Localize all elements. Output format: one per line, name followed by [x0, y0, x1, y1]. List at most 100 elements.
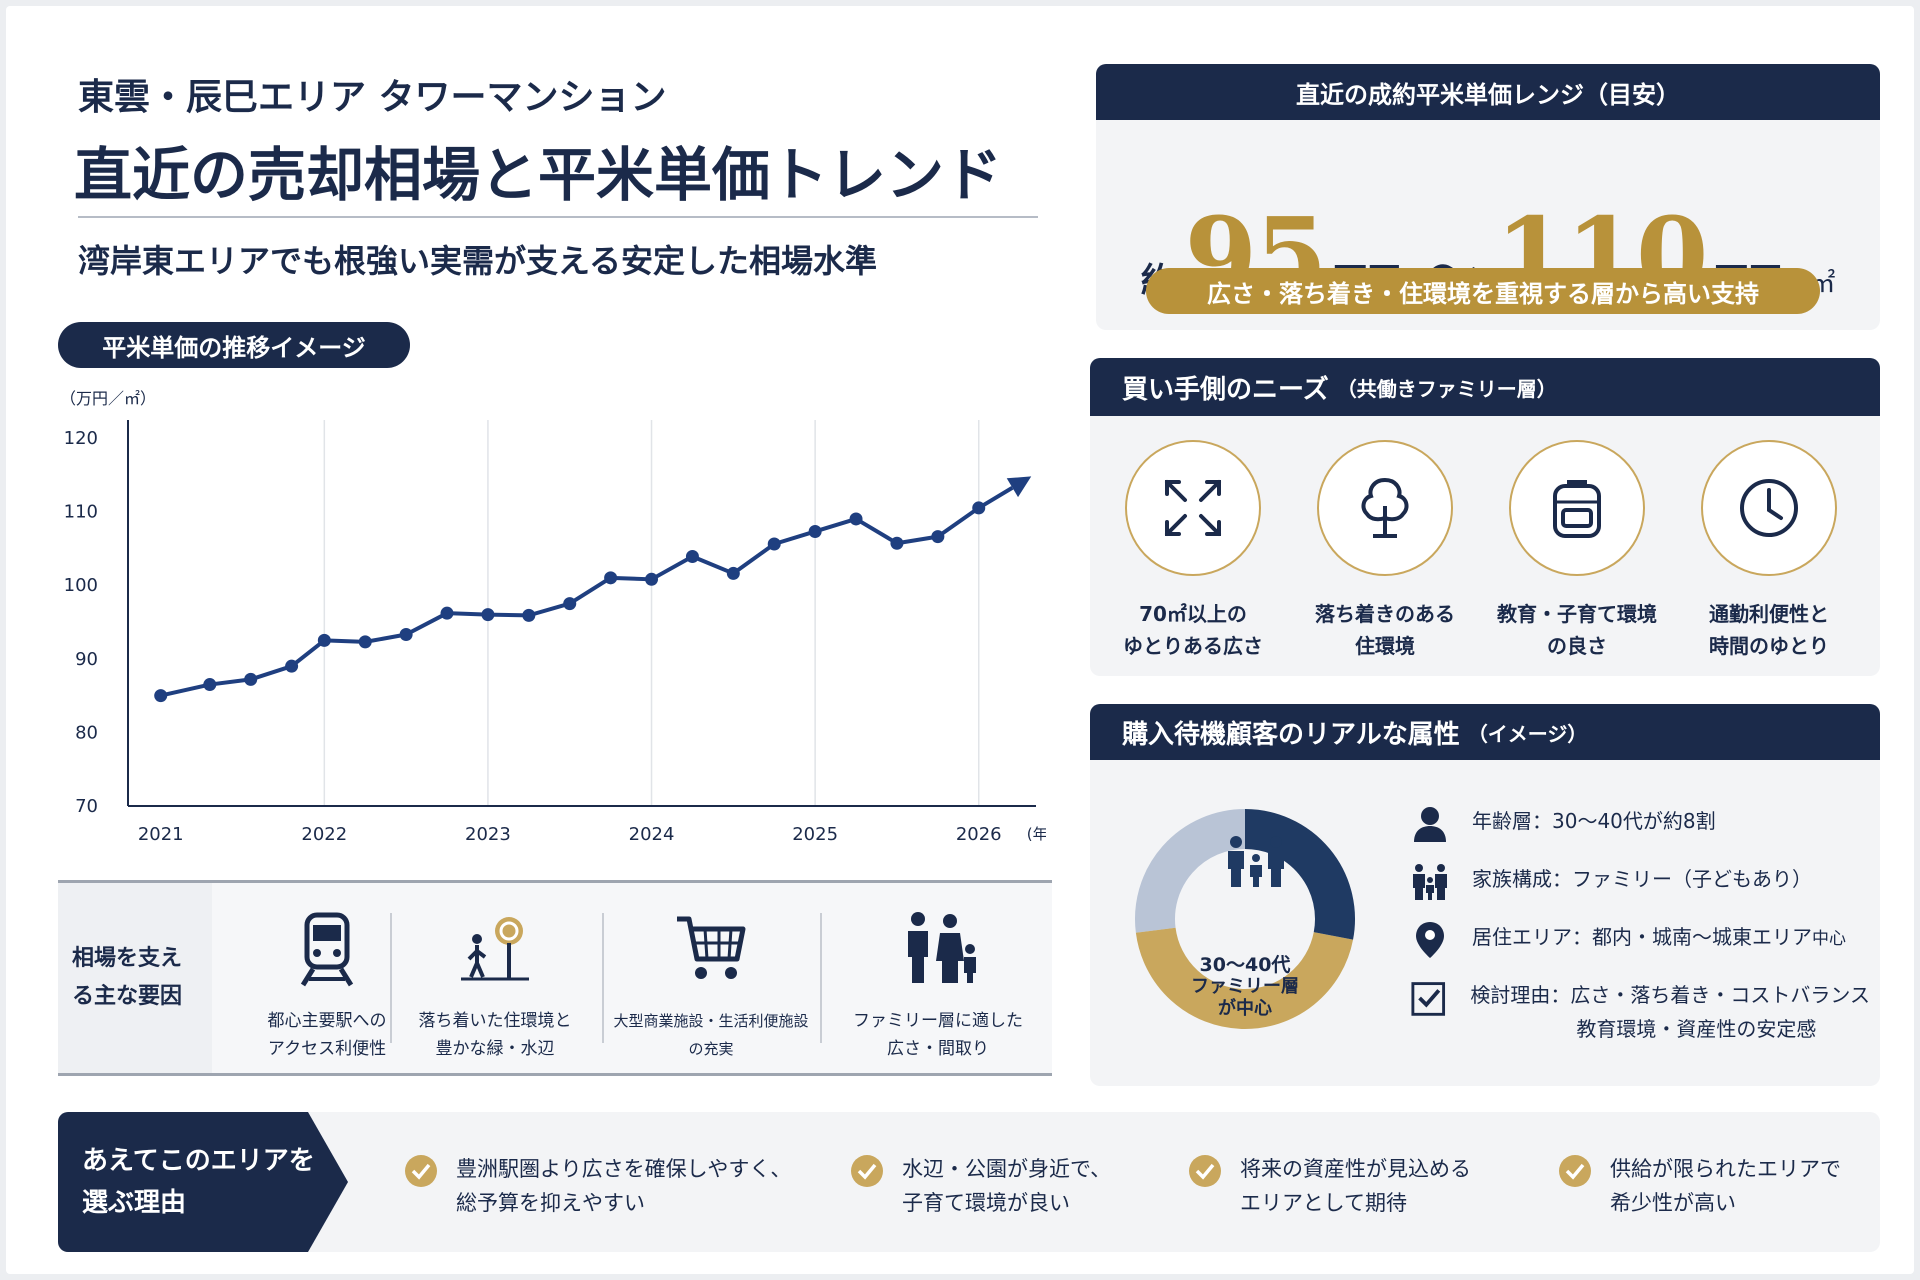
factor-label-line2: 豊かな緑・水辺 [435, 1039, 555, 1059]
needs-header-text: 買い手側のニーズ [1122, 374, 1329, 405]
reason-line2: 総予算を抑えやすい [456, 1191, 645, 1215]
y-tick-label: 90 [75, 649, 98, 670]
factor-label: ファミリー層に適した 広さ・間取り [853, 1007, 1023, 1063]
attribute-text: 居住エリア：都内・城南〜城東エリア中心 [1472, 920, 1846, 956]
y-tick-label: 100 [64, 575, 98, 596]
factor-environment: 落ち着いた住環境と 豊かな緑・水辺 [410, 883, 580, 1073]
attribute-text: 家族構成：ファミリー（子どもあり） [1472, 867, 1812, 891]
needs-header-small: （共働きファミリー層） [1336, 376, 1557, 401]
attribute-text-small: 中心 [1812, 929, 1846, 949]
factor-label-line1: 都心主要駅への [267, 1011, 387, 1031]
factor-label-line1: 大型商業施設・生活利便施設 [613, 1012, 809, 1030]
reasons-arrow-shape [58, 1112, 348, 1252]
data-point [972, 501, 986, 515]
reasons-title-text: あえてこのエリアを 選ぶ理由 [82, 1140, 315, 1224]
need-label: 落ち着きのある 住環境 [1315, 598, 1455, 662]
need-commute: 通勤利便性と 時間のゆとり [1674, 440, 1864, 662]
donut-segment [1135, 927, 1354, 1029]
needs-card-header: 買い手側のニーズ （共働きファミリー層） [1090, 358, 1880, 416]
reason-text: 将来の資産性が見込める エリアとして期待 [1240, 1152, 1471, 1220]
need-label-line1: 通勤利便性と [1709, 602, 1829, 626]
data-point [154, 689, 168, 703]
need-label-line2: の良さ [1547, 634, 1607, 658]
attribute-text-line2: 教育環境・資産性の安定感 [1576, 1017, 1817, 1041]
x-tick-label: 2021 [138, 824, 184, 845]
data-point [440, 606, 454, 620]
person-icon [1414, 807, 1446, 842]
title-divider [78, 216, 1038, 218]
need-education: 教育・子育て環境 の良さ [1482, 440, 1672, 662]
data-point [767, 537, 781, 551]
reason-line2: 子育て環境が良い [902, 1191, 1070, 1215]
need-icon-circle [1125, 440, 1261, 576]
reason-line1: 将来の資産性が見込める [1240, 1157, 1471, 1181]
page-title: 直近の売却相場と平米単価トレンド [74, 141, 1003, 209]
factor-divider [390, 913, 392, 1043]
price-trend-chart: （万円／㎡） 70 80 90 100 110 120 2021 2022 2023 2024 202… [60, 389, 1046, 845]
customer-attributes-card: 購入待機顧客のリアルな属性 （イメージ） 30〜40代 ファミリー層 が中心 [1090, 704, 1880, 1086]
donut-label-line2: ファミリー層 [1191, 976, 1299, 997]
need-label-line2: 住環境 [1355, 634, 1415, 658]
reason-line2: 希少性が高い [1610, 1191, 1736, 1215]
check-circle-icon [405, 1155, 437, 1187]
reason-text: 供給が限られたエリアで 希少性が高い [1610, 1152, 1841, 1220]
reasons-banner: あえてこのエリアを 選ぶ理由 豊洲駅圏より広さを確保しやすく、 総予算を抑えやすい … [58, 1112, 1880, 1252]
factor-access: 都心主要駅への アクセス利便性 [222, 883, 432, 1073]
need-label-line1: 教育・子育て環境 [1497, 602, 1657, 626]
x-axis-unit-label: (年) [1027, 825, 1046, 843]
factors-title: 相場を支える主な要因 [58, 883, 212, 1073]
factor-shopping: 大型商業施設・生活利便施設 の充実 [606, 883, 816, 1073]
donut-label-line1: 30〜40代 [1199, 954, 1291, 976]
page-subtitle: 東雲・辰巳エリア タワーマンション [78, 76, 667, 118]
reason-item: 供給が限られたエリアで 希少性が高い [1558, 1152, 1841, 1220]
y-tick-label: 120 [64, 428, 98, 449]
need-label-line2: 時間のゆとり [1709, 634, 1829, 658]
data-point [726, 566, 740, 580]
reason-line1: 豊洲駅圏より広さを確保しやすく、 [456, 1157, 792, 1181]
family-icon [908, 912, 976, 983]
data-point [849, 512, 863, 526]
reason-line1: 供給が限られたエリアで [1610, 1157, 1841, 1181]
data-point [522, 608, 536, 622]
tree-walk-icon [461, 917, 529, 981]
x-tick-label: 2022 [301, 824, 347, 845]
factor-divider [820, 913, 822, 1043]
page-lead: 湾岸東エリアでも根強い実需が支える安定した相場水準 [78, 242, 878, 280]
donut-label-line3: が中心 [1218, 998, 1272, 1019]
x-tick-label: 2023 [465, 824, 511, 845]
supporting-factors-panel: 相場を支える主な要因 都心主要駅への アクセス利便性 落ち着い [58, 880, 1052, 1076]
need-label-line1: 70㎡以上の [1139, 602, 1247, 626]
y-tick-label: 80 [75, 722, 98, 743]
factor-label-line2: の充実 [688, 1040, 734, 1058]
x-tick-label: 2026 [956, 824, 1002, 845]
buyer-needs-card: 買い手側のニーズ （共働きファミリー層） 70㎡以上の ゆとりある広さ [1090, 358, 1880, 676]
data-point [358, 635, 372, 649]
factors-title-text: 相場を支える主な要因 [72, 946, 183, 1009]
need-label: 70㎡以上の ゆとりある広さ [1123, 598, 1263, 662]
need-icon-circle [1701, 440, 1837, 576]
y-tick-label: 70 [75, 796, 98, 817]
attribute-text: 検討理由：広さ・落ち着き・コストバランス 教育環境・資産性の安定感 [1470, 978, 1870, 1046]
family-icon [1413, 864, 1447, 900]
price-card-header: 直近の成約平米単価レンジ（目安） [1096, 64, 1880, 120]
series-arrowhead [1006, 476, 1032, 498]
factor-label: 大型商業施設・生活利便施設 の充実 [613, 1007, 808, 1063]
reason-line1: 水辺・公園が身近で、 [902, 1157, 1112, 1181]
check-circle-icon [1189, 1155, 1221, 1187]
need-label: 通勤利便性と 時間のゆとり [1709, 598, 1829, 662]
checkbox-icon [1411, 982, 1446, 1016]
data-point [604, 571, 618, 585]
attributes-header-small: （イメージ） [1467, 721, 1588, 746]
reason-item: 豊洲駅圏より広さを確保しやすく、 総予算を抑えやすい [404, 1152, 791, 1220]
attribute-family: 家族構成：ファミリー（子どもあり） [1410, 862, 1870, 902]
attributes-card-header: 購入待機顧客のリアルな属性 （イメージ） [1090, 704, 1880, 760]
factor-label-line2: 広さ・間取り [887, 1039, 989, 1059]
donut-segment [1135, 809, 1246, 933]
need-environment: 落ち着きのある 住環境 [1290, 440, 1480, 662]
data-point [931, 530, 945, 544]
factor-label-line1: 落ち着いた住環境と [418, 1011, 572, 1031]
check-circle-icon [851, 1155, 883, 1187]
factor-label: 都心主要駅への アクセス利便性 [268, 1007, 387, 1063]
need-label-line1: 落ち着きのある [1315, 602, 1455, 626]
data-point [317, 633, 331, 647]
